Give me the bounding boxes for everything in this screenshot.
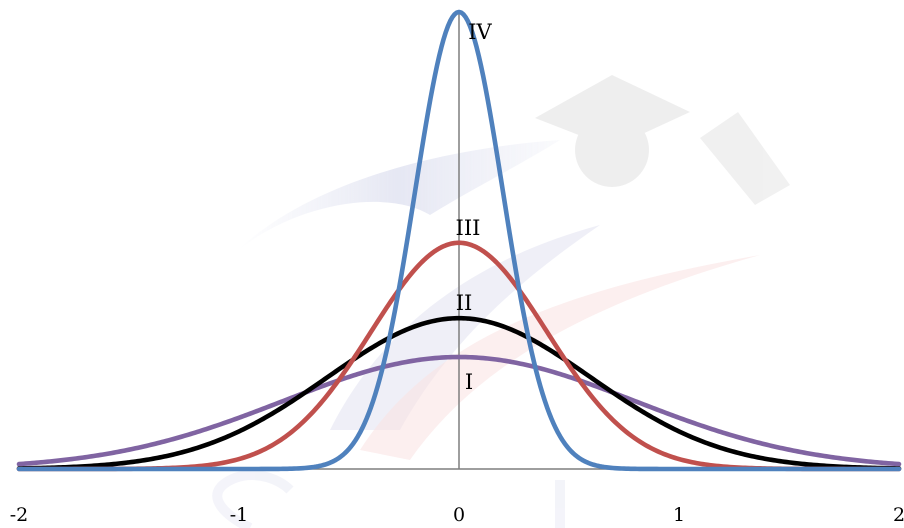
x-tick-label: -2 <box>10 504 29 526</box>
series-lines <box>16 9 902 472</box>
series-label-iii: III <box>456 216 481 240</box>
x-tick-label: 2 <box>893 504 904 526</box>
series-line-ii <box>16 315 902 471</box>
series-label-ii: II <box>456 291 473 315</box>
watermark-logo <box>212 75 790 528</box>
watermark-letter-c <box>212 470 294 528</box>
x-tick-label: 1 <box>673 504 685 526</box>
series-line-i <box>16 354 902 467</box>
watermark-cap <box>535 75 690 148</box>
x-tick-labels: -2 -1 0 1 2 <box>10 504 904 526</box>
x-tick-label: -1 <box>230 504 249 526</box>
watermark-arm <box>700 112 790 205</box>
x-tick-label: 0 <box>453 504 465 526</box>
watermark-swoosh-blue-2 <box>330 225 600 430</box>
series-label-iv: IV <box>468 20 492 44</box>
watermark-swoosh-blue <box>236 140 560 252</box>
series-label-i: I <box>465 370 473 394</box>
series-line-iv <box>16 9 902 472</box>
watermark-swoosh-red <box>360 255 760 460</box>
